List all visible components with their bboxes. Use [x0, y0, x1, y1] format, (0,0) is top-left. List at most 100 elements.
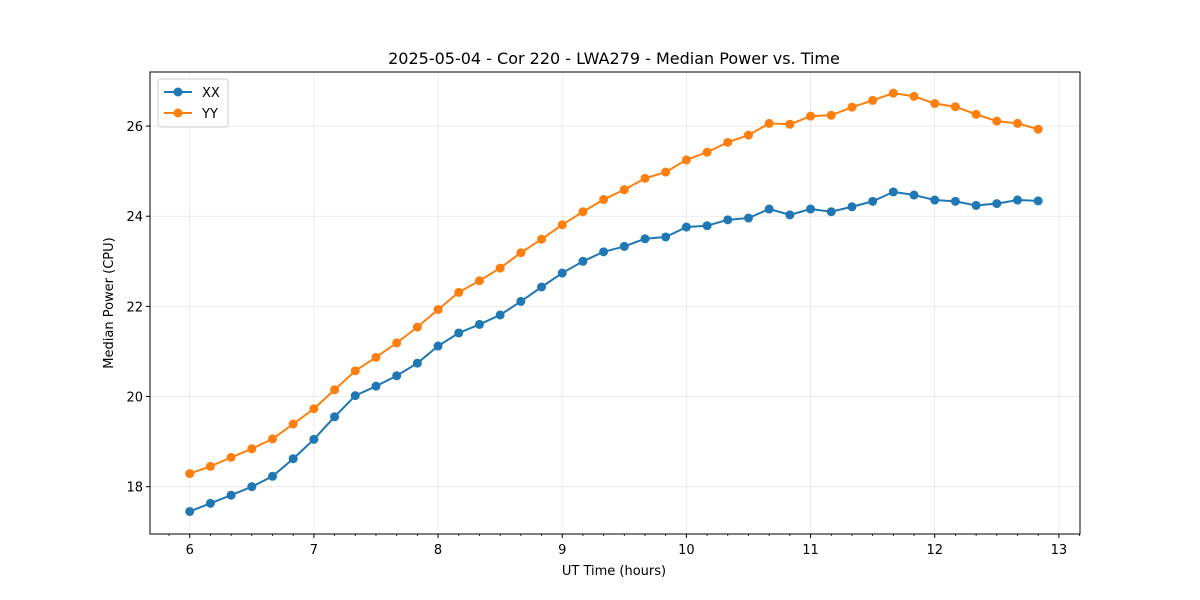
data-point: [619, 185, 629, 195]
data-point: [433, 305, 443, 315]
x-tick-label: 11: [802, 543, 819, 558]
data-point: [640, 234, 650, 244]
x-tick-label: 9: [558, 543, 566, 558]
x-tick-label: 8: [434, 543, 442, 558]
data-point: [330, 385, 340, 395]
data-point: [309, 404, 319, 414]
data-point: [743, 130, 753, 140]
legend-swatch-marker: [173, 87, 183, 97]
plot-frame: [149, 71, 1081, 535]
data-point: [412, 358, 422, 368]
data-point: [619, 241, 629, 251]
data-point: [350, 366, 360, 376]
data-point: [185, 469, 195, 479]
legend-swatch-marker: [173, 108, 183, 118]
y-axis-label: Median Power (CPU): [102, 237, 117, 368]
data-point: [785, 210, 795, 220]
data-point: [930, 195, 940, 205]
data-point: [371, 381, 381, 391]
y-tick-label: 22: [126, 300, 143, 315]
data-point: [723, 137, 733, 147]
series-xx: [185, 187, 1043, 516]
data-point: [930, 99, 940, 109]
data-point: [185, 506, 195, 516]
data-point: [888, 88, 898, 98]
data-point: [992, 116, 1002, 126]
data-point: [371, 352, 381, 362]
data-point: [1013, 195, 1023, 205]
data-point: [950, 196, 960, 206]
data-point: [764, 118, 774, 128]
data-point: [288, 454, 298, 464]
axes: 6 7 8 9 10 11 12 13 18 20 22 24 26: [126, 120, 1080, 558]
data-point: [495, 310, 505, 320]
data-point: [537, 234, 547, 244]
data-point: [640, 173, 650, 183]
legend-entry: YY: [164, 107, 218, 122]
data-point: [599, 195, 609, 205]
series-layer: [185, 88, 1043, 516]
data-point: [578, 207, 588, 217]
data-point: [392, 371, 402, 381]
data-point: [806, 111, 816, 121]
data-point: [516, 296, 526, 306]
y-tick-label: 20: [126, 391, 143, 406]
data-point: [826, 207, 836, 217]
data-point: [847, 102, 857, 112]
data-point: [1033, 196, 1043, 206]
legend-entry: XX: [164, 86, 220, 101]
data-point: [661, 232, 671, 242]
data-point: [205, 498, 215, 508]
x-tick-label: 12: [926, 543, 943, 558]
data-point: [764, 204, 774, 214]
data-point: [909, 91, 919, 101]
chart-title: 2025-05-04 - Cor 220 - LWA279 - Median P…: [388, 49, 840, 68]
x-tick-label: 13: [1051, 543, 1068, 558]
data-point: [681, 222, 691, 232]
data-point: [433, 341, 443, 351]
data-point: [578, 256, 588, 266]
data-point: [226, 452, 236, 462]
data-point: [495, 263, 505, 273]
data-point: [702, 221, 712, 231]
data-point: [681, 155, 691, 165]
data-point: [205, 461, 215, 471]
data-point: [247, 444, 257, 454]
data-point: [516, 248, 526, 258]
data-point: [412, 322, 422, 332]
data-point: [971, 200, 981, 210]
data-point: [909, 190, 919, 200]
grid: [150, 72, 1080, 534]
data-point: [743, 213, 753, 223]
data-point: [868, 196, 878, 206]
data-point: [454, 328, 464, 338]
x-tick-label: 6: [186, 543, 194, 558]
data-point: [557, 220, 567, 230]
data-point: [723, 215, 733, 225]
legend-label: YY: [201, 107, 218, 122]
data-point: [1033, 124, 1043, 134]
legend-label: XX: [202, 86, 220, 101]
data-point: [330, 412, 340, 422]
y-tick-label: 18: [126, 481, 143, 496]
data-point: [474, 319, 484, 329]
data-point: [392, 338, 402, 348]
data-point: [785, 119, 795, 129]
data-point: [474, 276, 484, 286]
data-point: [1013, 118, 1023, 128]
data-point: [599, 247, 609, 257]
data-point: [806, 204, 816, 214]
x-tick-label: 10: [678, 543, 695, 558]
data-point: [847, 202, 857, 212]
data-point: [268, 471, 278, 481]
legend: XX YY: [157, 78, 229, 128]
data-point: [268, 434, 278, 444]
series-yy: [185, 88, 1043, 479]
data-point: [702, 147, 712, 157]
data-point: [868, 95, 878, 105]
data-point: [247, 482, 257, 492]
x-tick-label: 7: [310, 543, 318, 558]
data-point: [950, 102, 960, 112]
data-point: [288, 419, 298, 429]
